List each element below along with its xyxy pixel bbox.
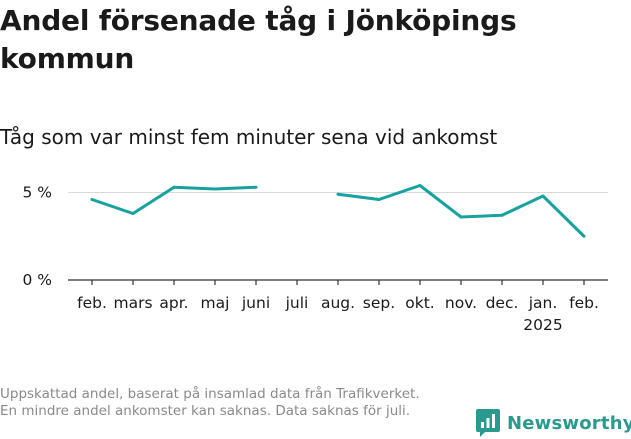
chart-title: Andel försenade tåg i Jönköpings kommun xyxy=(0,4,517,75)
x-year-label: 2025 xyxy=(523,316,562,334)
x-tick-label: aug. xyxy=(321,294,355,312)
data-point xyxy=(254,185,258,189)
data-point xyxy=(336,192,340,196)
line-chart: 0 % 5 % feb. mars apr. maj juni juli aug. sep. okt… xyxy=(22,184,608,334)
source-note: Uppskattad andel, baserat på insamlad da… xyxy=(0,386,420,419)
brand-name: Newsworthy xyxy=(507,412,631,434)
data-point xyxy=(541,194,545,198)
x-tick-label: apr. xyxy=(159,294,188,312)
x-tick-label: nov. xyxy=(445,294,477,312)
x-tick-label: jan. xyxy=(528,294,558,312)
data-point xyxy=(500,213,504,217)
chart-subtitle: Tåg som var minst fem minuter sena vid a… xyxy=(0,125,498,149)
x-tick-label: sep. xyxy=(363,294,395,312)
x-tick-label: mars xyxy=(113,294,152,312)
data-point xyxy=(459,215,463,219)
x-tick-label: maj xyxy=(201,294,230,312)
series-line-segment-2 xyxy=(337,184,586,238)
x-tick-label: feb. xyxy=(77,294,107,312)
x-tick-label: juli xyxy=(285,294,309,312)
series-line-segment-1 xyxy=(91,185,257,215)
x-tick-label: okt. xyxy=(405,294,434,312)
y-tick-label: 0 % xyxy=(22,271,52,289)
data-point xyxy=(131,212,135,215)
x-tick-label: dec. xyxy=(486,294,519,312)
bar-chart-logo-icon xyxy=(476,409,500,437)
data-point xyxy=(418,184,422,187)
data-point xyxy=(377,198,381,201)
data-point xyxy=(90,198,94,201)
x-tick-label: feb. xyxy=(569,294,599,312)
data-point xyxy=(213,187,217,191)
y-tick-label: 5 % xyxy=(22,184,52,202)
data-point xyxy=(582,234,586,238)
x-tick-label: juni xyxy=(241,294,270,312)
data-point xyxy=(172,185,176,189)
newsworthy-brand: Newsworthy xyxy=(476,409,631,437)
